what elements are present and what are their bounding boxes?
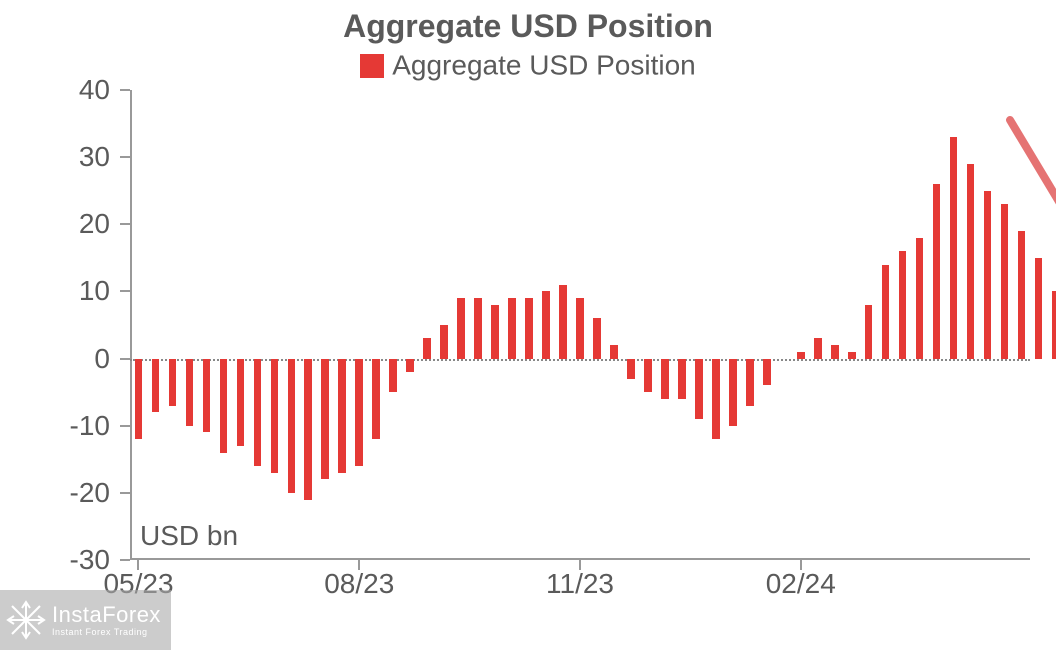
plot-area: USD bn — [130, 90, 1030, 560]
legend-label: Aggregate USD Position — [392, 50, 696, 81]
y-tick — [120, 559, 130, 561]
x-tick — [579, 560, 581, 570]
y-tick-label: -20 — [0, 477, 110, 509]
y-tick — [120, 89, 130, 91]
chart-title: Aggregate USD Position — [0, 8, 1056, 45]
y-tick-label: 40 — [0, 74, 110, 106]
watermark-main: InstaForex — [52, 604, 161, 626]
y-tick — [120, 156, 130, 158]
x-tick — [137, 560, 139, 570]
x-tick — [800, 560, 802, 570]
x-tick — [358, 560, 360, 570]
legend-swatch — [360, 54, 384, 78]
y-tick — [120, 223, 130, 225]
watermark-text: InstaForex Instant Forex Trading — [52, 604, 161, 637]
watermark-sub: Instant Forex Trading — [52, 628, 161, 637]
legend: Aggregate USD Position — [0, 48, 1056, 82]
chart-container: Aggregate USD Position Aggregate USD Pos… — [0, 0, 1056, 650]
x-tick-label: 02/24 — [766, 568, 836, 600]
y-tick-label: 20 — [0, 208, 110, 240]
y-tick — [120, 290, 130, 292]
snowflake-icon — [6, 600, 46, 640]
trend-arrow — [130, 90, 1056, 610]
y-tick — [120, 425, 130, 427]
watermark: InstaForex Instant Forex Trading — [0, 590, 171, 650]
y-tick-label: -10 — [0, 410, 110, 442]
y-tick — [120, 492, 130, 494]
x-tick-label: 11/23 — [546, 568, 614, 600]
y-tick-label: 30 — [0, 141, 110, 173]
y-tick-label: 10 — [0, 275, 110, 307]
x-tick-label: 08/23 — [324, 568, 394, 600]
y-tick-label: 0 — [0, 343, 110, 375]
y-tick — [120, 358, 130, 360]
y-tick-label: -30 — [0, 544, 110, 576]
